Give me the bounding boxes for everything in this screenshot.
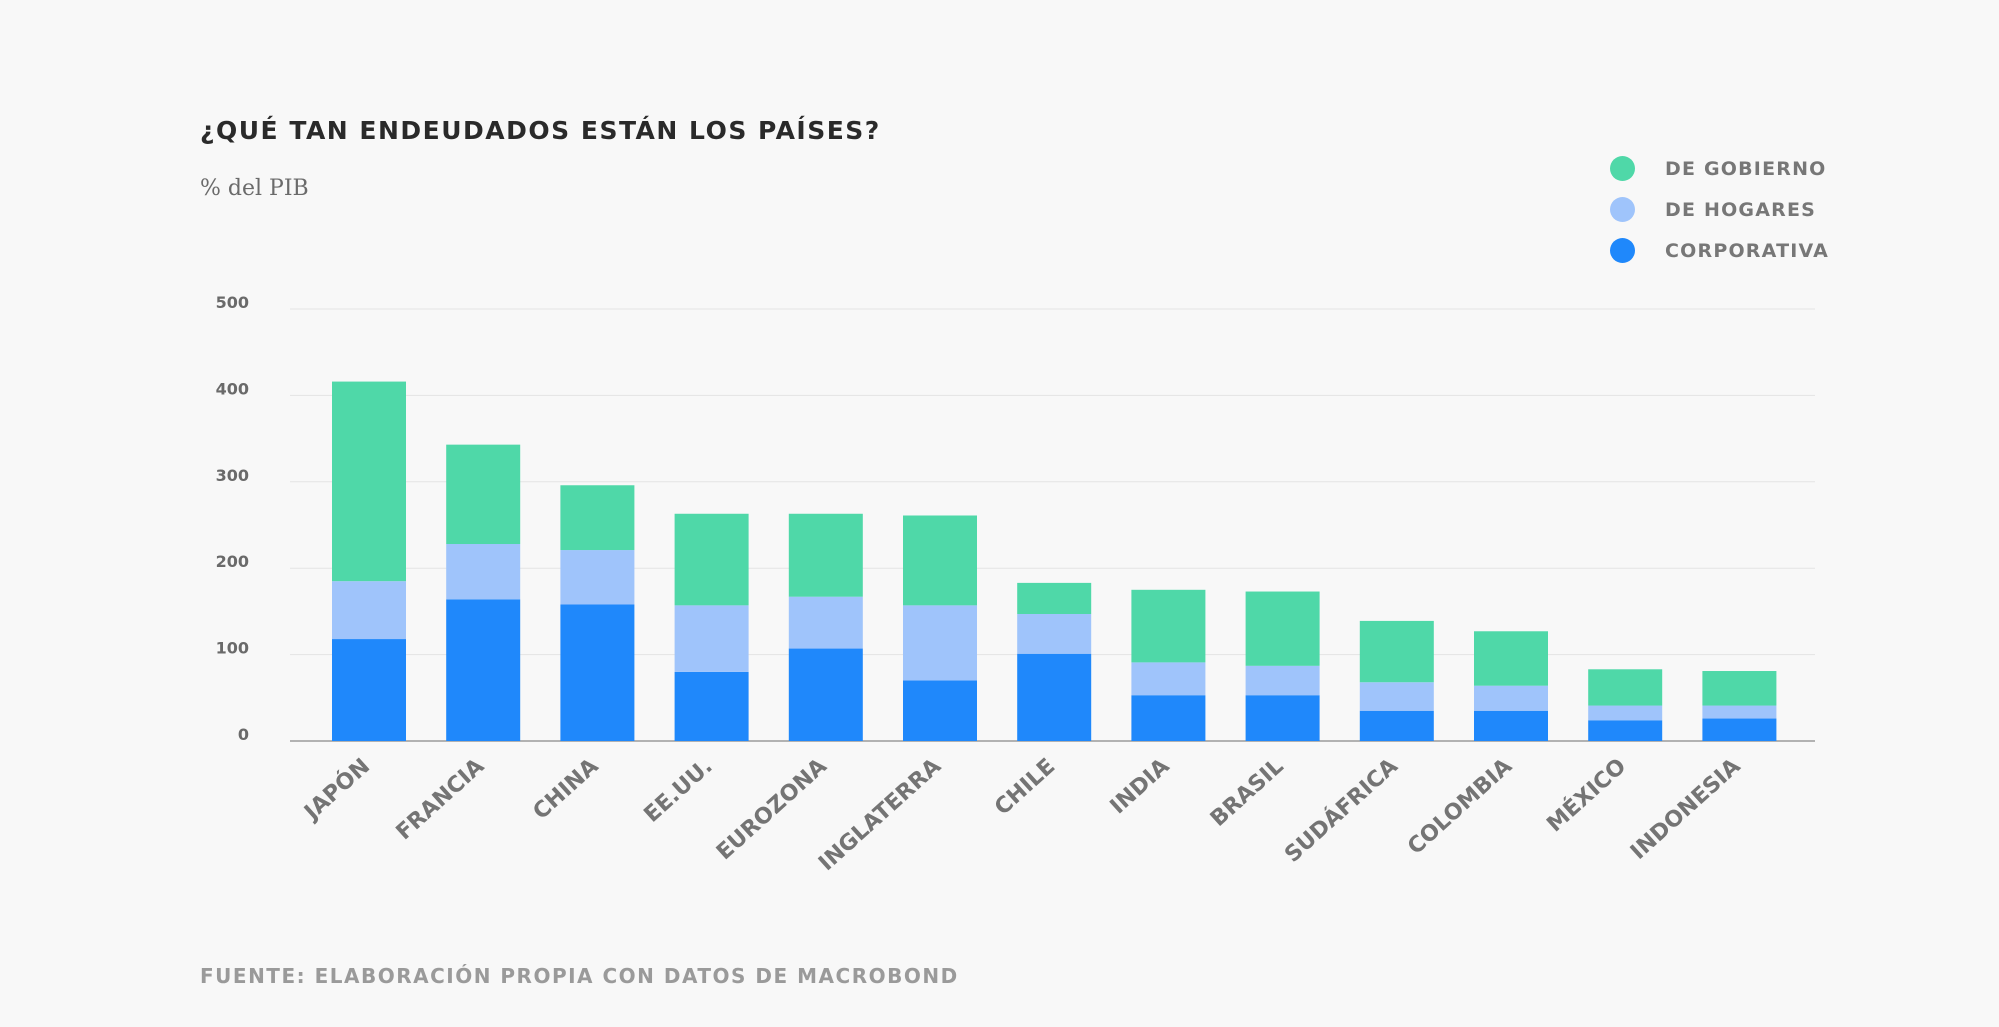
bar-hogares-2 bbox=[560, 550, 635, 605]
bar-corporativa-10 bbox=[1474, 710, 1548, 741]
x-tick-label-4: EUROZONA bbox=[712, 754, 832, 865]
bar-gobierno-1 bbox=[446, 444, 521, 545]
x-tick-label-6: CHILE bbox=[990, 754, 1060, 821]
y-tick-label-300: 300 bbox=[216, 466, 249, 485]
bar-hogares-7 bbox=[1131, 662, 1206, 696]
bar-corporativa-0 bbox=[332, 639, 406, 741]
bar-corporativa-6 bbox=[1017, 653, 1092, 741]
bar-corporativa-12 bbox=[1702, 718, 1777, 741]
legend-swatch-corporativa bbox=[1610, 238, 1635, 263]
bar-gobierno-7 bbox=[1131, 589, 1206, 663]
bar-corporativa-9 bbox=[1359, 710, 1434, 741]
y-tick-label-0: 0 bbox=[238, 725, 249, 744]
x-tick-label-12: INDONESIA bbox=[1626, 754, 1745, 865]
bar-corporativa-1 bbox=[446, 599, 521, 741]
bar-corporativa-2 bbox=[560, 604, 635, 741]
bar-hogares-4 bbox=[788, 596, 863, 649]
bar-gobierno-2 bbox=[560, 485, 635, 551]
x-tick-label-2: CHINA bbox=[529, 754, 604, 825]
bar-hogares-1 bbox=[446, 544, 521, 600]
bars-layer bbox=[332, 381, 1777, 741]
x-tick-label-1: FRANCIA bbox=[392, 754, 490, 845]
bar-hogares-10 bbox=[1474, 685, 1548, 711]
bar-corporativa-7 bbox=[1131, 695, 1206, 741]
x-tick-label-3: EE.UU. bbox=[640, 754, 718, 828]
bar-gobierno-3 bbox=[674, 513, 749, 606]
legend: DE GOBIERNO DE HOGARES CORPORATIVA bbox=[1610, 148, 1829, 271]
legend-swatch-hogares bbox=[1610, 197, 1635, 222]
bar-hogares-3 bbox=[674, 605, 749, 672]
x-tick-label-8: BRASIL bbox=[1206, 754, 1289, 832]
x-tick-label-7: INDIA bbox=[1106, 754, 1175, 819]
legend-swatch-gobierno bbox=[1610, 156, 1635, 181]
x-tick-label-10: COLOMBIA bbox=[1403, 754, 1517, 860]
x-tick-label-11: MÉXICO bbox=[1542, 753, 1631, 837]
legend-item-hogares: DE HOGARES bbox=[1610, 189, 1829, 230]
y-tick-label-200: 200 bbox=[216, 552, 249, 571]
bar-gobierno-6 bbox=[1017, 582, 1092, 614]
x-tick-label-9: SUDÁFRICA bbox=[1280, 753, 1403, 868]
bar-gobierno-8 bbox=[1245, 591, 1320, 666]
bar-corporativa-11 bbox=[1588, 720, 1663, 741]
y-tick-label-100: 100 bbox=[216, 639, 249, 658]
bar-gobierno-11 bbox=[1588, 669, 1663, 706]
y-tick-label-500: 500 bbox=[216, 293, 249, 312]
legend-label-corporativa: CORPORATIVA bbox=[1665, 239, 1830, 262]
bar-hogares-9 bbox=[1359, 682, 1434, 711]
legend-label-hogares: DE HOGARES bbox=[1665, 198, 1817, 221]
legend-item-gobierno: DE GOBIERNO bbox=[1610, 148, 1829, 189]
source-note: FUENTE: ELABORACIÓN PROPIA CON DATOS DE … bbox=[200, 964, 959, 988]
bar-hogares-12 bbox=[1702, 705, 1777, 719]
x-tick-label-0: JAPÓN bbox=[298, 753, 375, 826]
bar-corporativa-5 bbox=[903, 680, 977, 741]
chart-subtitle: % del PIB bbox=[200, 176, 309, 201]
bar-hogares-0 bbox=[332, 581, 406, 640]
bar-hogares-6 bbox=[1017, 613, 1092, 654]
bar-corporativa-8 bbox=[1245, 695, 1320, 741]
bar-gobierno-10 bbox=[1474, 631, 1548, 686]
bar-corporativa-4 bbox=[788, 648, 863, 741]
y-tick-label-400: 400 bbox=[216, 379, 249, 398]
bar-gobierno-12 bbox=[1702, 671, 1777, 706]
bar-gobierno-5 bbox=[903, 515, 977, 606]
bar-hogares-11 bbox=[1588, 705, 1663, 721]
bar-hogares-5 bbox=[903, 605, 977, 681]
chart-title: ¿QUÉ TAN ENDEUDADOS ESTÁN LOS PAÍSES? bbox=[200, 116, 881, 145]
legend-item-corporativa: CORPORATIVA bbox=[1610, 230, 1829, 271]
bar-gobierno-0 bbox=[332, 381, 406, 582]
labels-layer: 0 100 200 300 400 500 JAPÓN FRANCIA CHINA EE.UU.E… bbox=[216, 293, 1746, 876]
bar-corporativa-3 bbox=[674, 671, 749, 741]
legend-label-gobierno: DE GOBIERNO bbox=[1665, 157, 1827, 180]
x-tick-label-5: INGLATERRA bbox=[814, 754, 946, 876]
bar-gobierno-4 bbox=[788, 513, 863, 597]
bar-hogares-8 bbox=[1245, 665, 1320, 696]
bar-gobierno-9 bbox=[1359, 620, 1434, 683]
